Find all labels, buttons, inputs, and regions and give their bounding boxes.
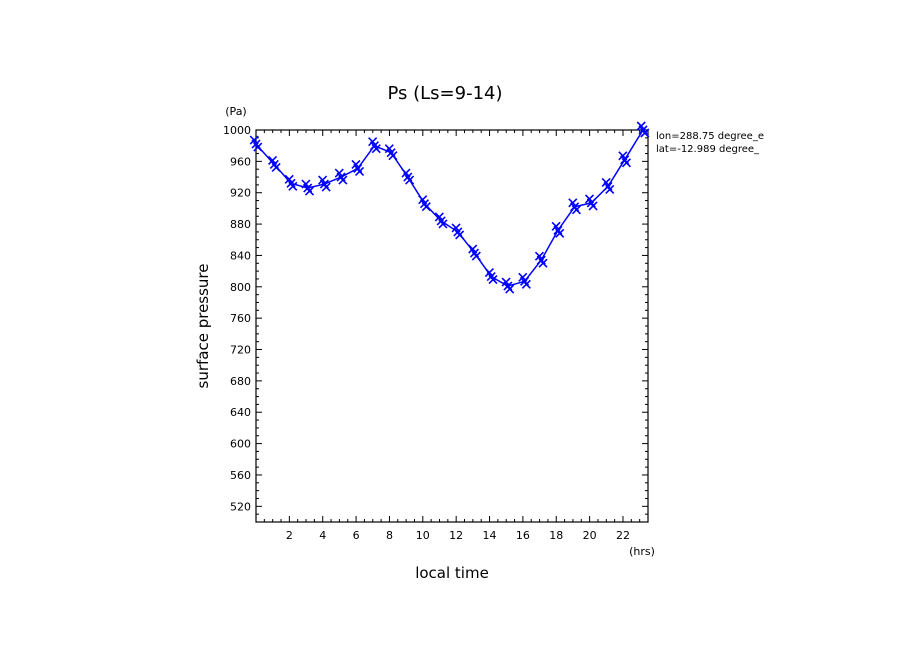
data-point <box>636 121 650 138</box>
y-tick-label: 880 <box>230 218 251 231</box>
point-marker <box>640 128 650 138</box>
point-marker <box>405 175 415 185</box>
data-point <box>551 221 565 238</box>
point-marker <box>371 144 381 154</box>
data-point <box>384 144 398 161</box>
point-marker <box>321 182 331 192</box>
y-tick-label: 840 <box>230 249 251 262</box>
annotation-lat: lat=-12.989 degree_ <box>656 144 760 155</box>
y-tick-label: 560 <box>230 469 251 482</box>
data-point <box>249 135 263 152</box>
x-tick-label: 2 <box>286 529 293 542</box>
point-marker <box>605 184 615 195</box>
point-marker <box>388 151 398 161</box>
y-tick-label: 720 <box>230 344 251 357</box>
data-point <box>601 177 615 195</box>
x-tick-label: 18 <box>549 529 563 542</box>
data-point <box>334 168 348 185</box>
point-marker <box>253 142 263 152</box>
x-tick-label: 14 <box>483 529 497 542</box>
point-marker <box>471 251 481 261</box>
y-tick-label: 680 <box>230 375 251 388</box>
point-marker <box>354 166 365 176</box>
chart-title: Ps (Ls=9-14) <box>387 83 502 104</box>
point-marker <box>421 202 431 212</box>
data-point <box>568 198 581 215</box>
plot-frame <box>255 129 649 523</box>
x-axis-label: local time <box>415 564 489 582</box>
x-tick-label: 8 <box>386 529 393 542</box>
data-point <box>267 155 281 173</box>
data-point <box>534 251 548 268</box>
point-marker <box>271 162 281 173</box>
point-marker <box>304 186 315 196</box>
point-marker <box>455 230 465 240</box>
y-tick-label: 760 <box>230 312 251 325</box>
y-tick-label: 640 <box>230 406 251 419</box>
y-axis-label: surface pressure <box>194 264 212 389</box>
y-tick-label: 960 <box>230 155 251 168</box>
point-marker <box>438 219 448 229</box>
annotation-lon: lon=288.75 degree_e <box>656 131 764 142</box>
y-tick-label: 600 <box>230 438 251 451</box>
data-point <box>484 268 498 285</box>
point-marker <box>338 175 348 185</box>
data-point <box>318 175 331 192</box>
data-point <box>351 159 365 176</box>
point-marker <box>521 279 531 289</box>
series-line <box>255 129 644 287</box>
data-point <box>618 151 632 168</box>
point-marker <box>538 258 548 268</box>
x-unit-label: (hrs) <box>629 545 655 558</box>
x-tick-label: 10 <box>416 529 430 542</box>
y-tick-label: 520 <box>230 500 251 513</box>
x-tick-label: 22 <box>616 529 630 542</box>
point-marker <box>288 181 298 191</box>
point-marker <box>588 201 598 211</box>
data-point <box>418 195 431 212</box>
data-point <box>401 168 415 185</box>
data-point <box>501 277 515 294</box>
axes: 2 4 6 8 10 12 14 16 18 20 22 520 560 600 640 680 720 760 8… <box>223 124 649 542</box>
data-point <box>468 244 481 261</box>
x-tick-label: 16 <box>516 529 530 542</box>
y-tick-label: 800 <box>230 281 251 294</box>
x-tick-label: 12 <box>449 529 463 542</box>
point-marker <box>571 205 581 215</box>
x-tick-label: 4 <box>319 529 326 542</box>
x-tick-label: 20 <box>583 529 597 542</box>
data-point <box>284 174 298 191</box>
data-point <box>451 223 465 240</box>
y-tick-label: 1000 <box>223 124 251 137</box>
data-point <box>518 272 531 289</box>
point-marker <box>621 158 632 168</box>
data-point <box>301 179 315 196</box>
data-point <box>434 212 448 229</box>
y-unit-label: (Pa) <box>225 105 246 118</box>
data-point <box>584 194 598 211</box>
data-point <box>368 137 381 154</box>
point-marker <box>488 275 498 285</box>
point-marker <box>555 228 565 238</box>
x-tick-label: 6 <box>353 529 360 542</box>
data-marks <box>249 121 650 294</box>
point-marker <box>505 284 515 294</box>
y-tick-label: 920 <box>230 187 251 200</box>
